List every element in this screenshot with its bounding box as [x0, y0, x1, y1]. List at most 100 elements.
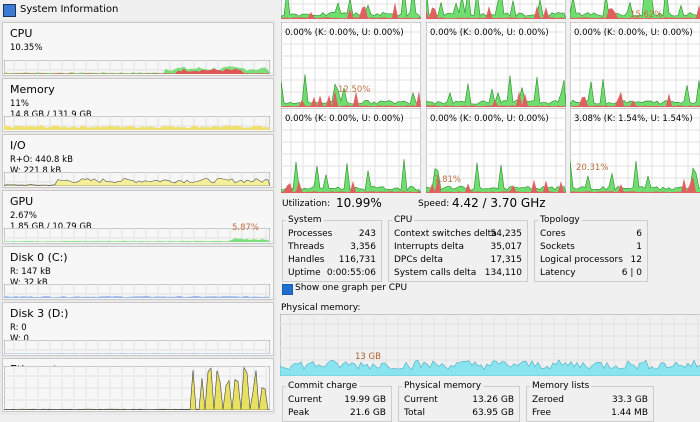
group-title: Physical memory — [402, 381, 484, 391]
graph-fill — [4, 238, 270, 242]
graph — [281, 0, 421, 19]
group-row-label: Cores — [540, 229, 566, 239]
graph-fill — [426, 176, 566, 193]
graph-label: 5.87% — [232, 223, 260, 233]
util-label: Utilization: — [282, 199, 331, 209]
group-row-value: 243 — [358, 229, 376, 239]
panel-line: 10.35% — [10, 43, 43, 53]
checkbox[interactable] — [282, 284, 293, 295]
cpu-cell-text: 0.00% (K: 0.00%, U: 0.00%) — [430, 114, 549, 124]
cpu-cell-text: 0.00% (K: 0.00%, U: 0.00%) — [574, 28, 693, 38]
panel-line: R+O: 440.8 kB — [10, 155, 73, 165]
group-row-label: Handles — [288, 255, 325, 265]
group-row-value: 116,731 — [338, 255, 376, 265]
group-row-value: 63.95 GB — [472, 408, 514, 418]
group-box — [282, 220, 382, 282]
group-row-value: 17,315 — [490, 255, 523, 265]
panel-line: 1.85 GB / 10.79 GB — [10, 222, 92, 232]
window-title: System Information — [20, 4, 119, 15]
graph-fill — [4, 353, 270, 354]
panel-line: 14.8 GB / 131.9 GB — [10, 110, 92, 120]
group-row-value: 21.6 GB — [349, 408, 386, 418]
graph — [4, 116, 270, 130]
graph — [281, 22, 421, 107]
panel-line: W: 32 kB — [10, 278, 48, 288]
graph-fill — [4, 68, 270, 74]
group-row-label: Free — [532, 408, 552, 418]
graph-fill — [570, 5, 700, 19]
memory-graph-label: 13 GB — [355, 352, 381, 362]
graph — [4, 366, 270, 410]
group-title: Memory lists — [530, 381, 592, 391]
group-row-label: Latency — [540, 268, 576, 278]
graph — [4, 60, 270, 74]
graph — [4, 340, 270, 354]
group-row-value: 19.99 GB — [344, 395, 386, 405]
graph — [570, 0, 700, 19]
group-row-label: Zeroed — [532, 395, 564, 405]
group-row-value: 35,017 — [490, 242, 523, 252]
cpu-peak-label: 20.31% — [576, 163, 609, 173]
group-box — [388, 220, 528, 282]
graph-fill — [4, 125, 270, 130]
graph-fill — [570, 0, 700, 19]
group-title: System — [286, 215, 324, 225]
cpu-cell-text: 0.00% (K: 0.00%, U: 0.00%) — [285, 28, 404, 38]
group-row-label: Logical processors — [540, 255, 623, 265]
group-row-value: 6 — [636, 229, 642, 239]
graph — [570, 22, 700, 107]
group-row-label: Sockets — [540, 242, 575, 252]
cpu-peak-label: 7.81% — [434, 175, 462, 185]
group-row-label: System calls delta — [394, 268, 477, 278]
group-row-value: 1.44 MB — [611, 408, 648, 418]
util-value: 10.99% — [336, 196, 382, 210]
graph-fill — [281, 74, 421, 107]
panel-title: Memory — [10, 83, 55, 96]
group-row-value: 54,235 — [490, 229, 523, 239]
group-row-label: Interrupts delta — [394, 242, 464, 252]
panel-title: I/O — [10, 139, 26, 152]
group-row-label: Threads — [288, 242, 325, 252]
graph — [426, 22, 566, 107]
group-title: Topology — [538, 215, 582, 225]
group-row-label: Uptime — [288, 268, 321, 278]
graph-fill — [281, 2, 421, 19]
physical-memory-label: Physical memory: — [281, 303, 361, 313]
panel-title: GPU — [10, 195, 34, 208]
graph — [570, 108, 700, 193]
panel-line: R: 0 — [10, 323, 27, 333]
checkbox-label: Show one graph per CPU — [295, 283, 408, 293]
graph-fill — [280, 359, 700, 376]
graph — [4, 172, 270, 186]
panel-line: W: 0 — [10, 334, 29, 344]
group-row-value: 33.3 GB — [611, 395, 648, 405]
group-box — [534, 220, 648, 282]
cpu-cell-text: 3.08% (K: 1.54%, U: 1.54%) — [574, 114, 693, 124]
group-row-label: Total — [404, 408, 426, 418]
graph — [280, 314, 700, 376]
graph-fill — [426, 75, 566, 107]
panel-title: CPU — [10, 27, 33, 40]
graph — [281, 108, 421, 193]
cpu-cell-text: 0.00% (K: 0.00%, U: 0.00%) — [285, 114, 404, 124]
group-row-label: Peak — [288, 408, 310, 418]
group-row-label: DPCs delta — [394, 255, 443, 265]
panel-title: Disk 3 (D:) — [10, 307, 69, 320]
group-title: CPU — [392, 215, 415, 225]
graph-fill — [570, 91, 700, 107]
panel-line: W: 221.8 kB — [10, 166, 62, 176]
group-row-value: 1 — [636, 242, 642, 252]
group-row-value: 3,356 — [350, 242, 376, 252]
cpu-cell-text: 0.00% (K: 0.00%, U: 0.00%) — [430, 28, 549, 38]
group-row-value: 6 | 0 — [621, 268, 642, 278]
group-row-label: Current — [288, 395, 322, 405]
speed-value: 4.42 / 3.70 GHz — [452, 196, 546, 210]
graph-fill — [4, 295, 270, 298]
group-row-label: Processes — [288, 229, 333, 239]
graph — [4, 284, 270, 298]
cpu-peak-label: 12.50% — [338, 85, 371, 95]
graph-fill — [281, 180, 421, 193]
graph — [426, 0, 566, 19]
group-row-label: Context switches delta — [394, 229, 497, 239]
